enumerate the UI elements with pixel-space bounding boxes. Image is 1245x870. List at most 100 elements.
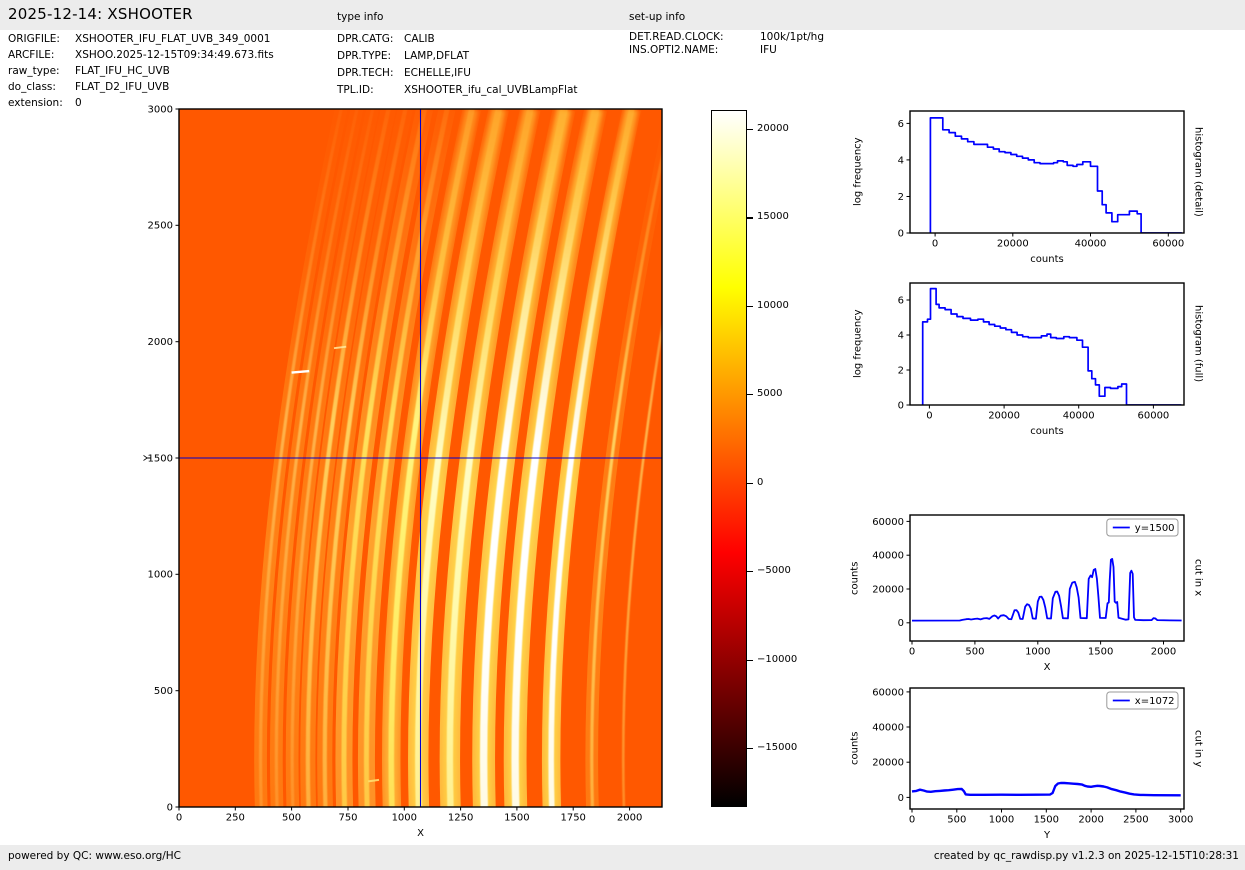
x-tick-label: 2000 xyxy=(1151,647,1176,658)
x-tick-label: 1000 xyxy=(392,813,417,824)
legend-label: x=1072 xyxy=(1135,696,1175,707)
echelle-order xyxy=(305,108,391,808)
echelle-order xyxy=(341,108,428,808)
cut_y-ylabel: counts xyxy=(849,731,861,766)
y-tick-label: 20000 xyxy=(872,584,904,595)
hist_detail-data-line xyxy=(929,117,1182,233)
echelle-order xyxy=(274,108,359,808)
y-tick-label: 4 xyxy=(898,330,904,341)
colorbar-tick xyxy=(747,748,753,750)
page-title: 2025-12-14: XSHOOTER xyxy=(8,5,193,23)
echelle-order xyxy=(388,108,475,808)
colorbar-tick xyxy=(747,571,753,573)
meta-label: DPR.CATG: xyxy=(337,33,394,45)
meta-value: 0 xyxy=(75,97,82,109)
colorbar-tick-label: 0 xyxy=(757,476,764,488)
x-tick-label: 750 xyxy=(338,813,357,824)
x-tick-label: 500 xyxy=(965,647,984,658)
echelle-image xyxy=(179,106,706,808)
colorbar-tick xyxy=(747,659,753,661)
colorbar-tick-label: 20000 xyxy=(757,123,789,134)
y-tick-label: 6 xyxy=(898,295,904,306)
y-tick-label: 40000 xyxy=(872,551,904,562)
meta-value: FLAT_D2_IFU_UVB xyxy=(75,81,170,93)
meta-value: CALIB xyxy=(404,33,435,45)
footer-band xyxy=(0,845,1245,870)
echelle-order xyxy=(290,108,375,808)
hist_full-xlabel: counts xyxy=(1030,426,1064,437)
x-tick-label: 0 xyxy=(932,239,938,250)
x-tick-label: 60000 xyxy=(1152,239,1184,250)
x-tick-label: 500 xyxy=(947,815,966,826)
cut_y-panel: 0 500 1000 1500 2000 2500 3000 0 20000 40000 60000… xyxy=(872,687,1193,825)
hist_full-ylabel: log frequency xyxy=(852,309,864,379)
colorbar-tick-label: −15000 xyxy=(757,742,798,754)
echelle-order xyxy=(363,108,450,808)
x-tick-label: 1750 xyxy=(560,813,585,824)
x-tick-label: 2000 xyxy=(1078,815,1103,826)
colorbar xyxy=(711,110,747,807)
meta-label: DPR.TECH: xyxy=(337,67,394,79)
x-tick-label: 1000 xyxy=(1025,647,1050,658)
meta-label: DPR.TYPE: xyxy=(337,50,392,62)
cut_x-panel: 0 500 1000 1500 2000 0 20000 40000 60000 y=1500 xyxy=(872,514,1185,658)
hist_full-axes-frame xyxy=(909,282,1185,406)
colorbar-tick-label: 10000 xyxy=(757,299,789,311)
echelle-order xyxy=(415,108,503,808)
meta-label: do_class: xyxy=(8,81,56,93)
y-tick-label: 1500 xyxy=(148,453,173,464)
colorbar-tick xyxy=(747,128,753,131)
cut_y-right-label: cut in y xyxy=(1192,729,1204,768)
bright-artifact xyxy=(368,778,380,783)
bright-artifact xyxy=(333,345,347,350)
y-tick-label: 4 xyxy=(898,155,904,166)
meta-value: IFU xyxy=(760,44,777,56)
meta-value: LAMP,DFLAT xyxy=(404,50,469,62)
y-tick-label: 3000 xyxy=(148,104,173,115)
hist_full-panel: 0 20000 40000 60000 0 2 4 6 xyxy=(898,282,1185,422)
cut_x-xlabel: X xyxy=(1043,662,1051,673)
y-tick-label: 0 xyxy=(898,400,904,411)
x-tick-label: 3000 xyxy=(1168,815,1193,826)
colorbar-tick xyxy=(747,394,753,396)
x-tick-label: 60000 xyxy=(1137,411,1169,422)
cut_x-right-label: cut in x xyxy=(1192,559,1204,597)
footer-left: powered by QC: www.eso.org/HC xyxy=(8,850,182,862)
bright-artifact xyxy=(291,369,310,374)
main_image-panel: 0 250 500 750 1000 1250 1500 1750 2000 0 500 1000 15… xyxy=(148,104,663,824)
hist_detail-axes-frame xyxy=(909,110,1185,234)
y-tick-label: 20000 xyxy=(872,758,904,769)
meta-label: extension: xyxy=(8,97,63,109)
meta-value: 100k/1pt/hg xyxy=(760,31,824,43)
cut_x-data-line xyxy=(911,558,1182,622)
meta-value: XSHOO.2025-12-15T09:34:49.673.fits xyxy=(75,49,274,61)
y-tick-label: 2 xyxy=(898,192,904,203)
colorbar-tick-label: 15000 xyxy=(757,211,789,223)
colorbar-tick xyxy=(747,482,753,484)
header-band xyxy=(0,0,1245,30)
x-tick-label: 0 xyxy=(909,647,915,658)
legend-label: y=1500 xyxy=(1135,523,1175,534)
y-tick-label: 40000 xyxy=(872,722,904,733)
y-tick-label: 2500 xyxy=(148,221,173,232)
meta-label: ORIGFILE: xyxy=(8,33,60,45)
x-tick-label: 1500 xyxy=(504,813,529,824)
x-tick-label: 500 xyxy=(282,813,301,824)
meta-label: TPL.ID: xyxy=(337,84,374,96)
meta-value: XSHOOTER_ifu_cal_UVBLampFlat xyxy=(404,84,578,96)
x-tick-label: 20000 xyxy=(997,239,1029,250)
legend: x=1072 xyxy=(1106,691,1179,710)
y-tick-label: 0 xyxy=(898,618,904,629)
y-tick-label: 2 xyxy=(898,365,904,376)
hist_detail-ylabel: log frequency xyxy=(852,137,864,207)
y-tick-label: 60000 xyxy=(872,517,904,528)
meta-value: XSHOOTER_IFU_FLAT_UVB_349_0001 xyxy=(75,33,271,45)
x-tick-label: 40000 xyxy=(1063,411,1095,422)
x-tick-label: 1500 xyxy=(1034,815,1059,826)
x-tick-label: 0 xyxy=(909,815,915,826)
main_image-xlabel: X xyxy=(417,828,424,839)
echelle-order xyxy=(548,108,635,808)
x-tick-label: 1250 xyxy=(448,813,473,824)
cut_y-xlabel: Y xyxy=(1043,830,1051,841)
